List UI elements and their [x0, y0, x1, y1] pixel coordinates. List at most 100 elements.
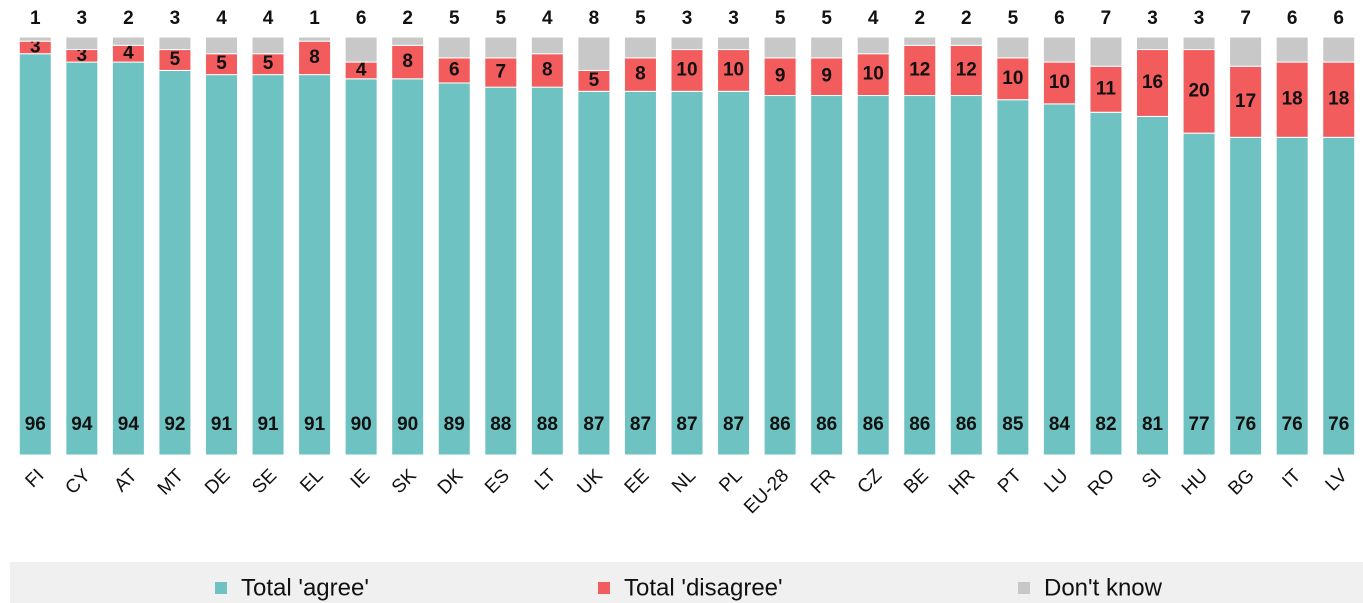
data-label: 7: [1101, 8, 1112, 29]
bar-segment: [856, 95, 890, 456]
bar-segment: [1042, 103, 1076, 456]
bar-segment: [717, 90, 751, 456]
x-tick-label: LT: [531, 465, 561, 495]
data-label: 91: [304, 414, 326, 435]
bar-segment: [949, 36, 983, 46]
bar-segment: [298, 40, 332, 76]
bar-segment: [996, 36, 1030, 59]
bar-segment: [996, 57, 1030, 101]
bar-segment: [1322, 36, 1356, 63]
bar-segment: [1275, 61, 1309, 138]
x-tick-label: EE: [621, 465, 654, 498]
x-tick-label: PL: [715, 465, 746, 496]
data-label: 94: [118, 414, 140, 435]
bar-segment: [1136, 49, 1170, 117]
x-tick-label: FI: [22, 465, 49, 492]
data-label: 76: [1235, 414, 1256, 435]
bar-segment: [1322, 61, 1356, 138]
data-label: 86: [770, 414, 791, 435]
bar-segment: [391, 44, 425, 80]
bar-segment: [391, 78, 425, 456]
x-tick-label: LV: [1322, 465, 1353, 496]
bar-segment: [18, 53, 52, 456]
data-label: 5: [589, 70, 600, 91]
bar-segment: [530, 36, 564, 55]
x-tick-label: NL: [668, 465, 700, 497]
data-label: 89: [444, 414, 465, 435]
data-label: 8: [402, 51, 413, 72]
x-tick-label: BE: [900, 465, 933, 498]
data-label: 76: [1282, 414, 1303, 435]
data-label: 12: [909, 59, 930, 80]
bar-segment: [717, 36, 751, 51]
data-label: 76: [1328, 414, 1349, 435]
data-label: 3: [728, 8, 739, 29]
bar-segment: [298, 36, 332, 42]
data-label: 6: [1287, 8, 1298, 29]
data-label: 10: [723, 59, 744, 80]
bar-segment: [810, 95, 844, 456]
bar-segment: [1322, 136, 1356, 456]
data-label: 82: [1095, 414, 1116, 435]
data-label: 1: [30, 8, 41, 29]
x-tick-label: CY: [61, 465, 95, 499]
data-label: 10: [676, 59, 697, 80]
bar-segment: [1229, 136, 1263, 456]
x-tick-label: SK: [388, 465, 421, 498]
data-label: 8: [589, 8, 600, 29]
data-label: 87: [630, 414, 651, 435]
data-label: 81: [1142, 414, 1164, 435]
bar-segment: [1275, 36, 1309, 63]
data-label: 5: [170, 49, 181, 70]
x-tick-label: EU-28: [740, 465, 793, 518]
data-label: 10: [1049, 72, 1070, 93]
data-label: 86: [816, 414, 837, 435]
bar-segment: [484, 36, 518, 59]
data-label: 86: [863, 414, 884, 435]
data-label: 8: [635, 64, 646, 85]
bar-segment: [670, 90, 704, 456]
data-label: 77: [1188, 414, 1209, 435]
data-label: 10: [1002, 68, 1023, 89]
data-label: 1: [309, 8, 320, 29]
bar-segment: [1182, 132, 1216, 456]
data-label: 6: [1333, 8, 1344, 29]
bar-segment: [437, 36, 471, 59]
data-label: 6: [449, 59, 460, 80]
bar-segment: [623, 90, 657, 456]
bar-segment: [1136, 115, 1170, 456]
x-tick-label: BG: [1224, 465, 1258, 499]
data-label: 85: [1002, 414, 1024, 435]
data-label: 11: [1096, 78, 1117, 99]
legend-label: Total 'agree': [241, 574, 369, 601]
x-tick-label: EL: [296, 465, 327, 496]
data-label: 96: [25, 414, 46, 435]
data-label: 4: [216, 8, 227, 29]
bar-segment: [623, 36, 657, 59]
data-label: 4: [542, 8, 553, 29]
data-label: 4: [868, 8, 879, 29]
bar-segment: [763, 36, 797, 59]
bar-segment: [623, 57, 657, 92]
x-tick-label: ES: [481, 465, 514, 498]
bar-segment: [18, 36, 52, 42]
data-label: 92: [164, 414, 185, 435]
data-label: 84: [1049, 414, 1071, 435]
x-tick-label: IT: [1278, 465, 1305, 492]
legend-background: [10, 562, 1363, 603]
x-tick-label: DK: [434, 465, 468, 499]
data-label: 6: [356, 8, 367, 29]
bar-segment: [763, 95, 797, 456]
bar-segment: [670, 36, 704, 51]
x-tick-label: PT: [994, 465, 1026, 497]
x-tick-label: HR: [945, 465, 979, 499]
bar-segment: [437, 57, 471, 84]
data-label: 91: [211, 414, 233, 435]
bar-segment: [484, 57, 518, 88]
bar-segment: [204, 36, 238, 55]
bar-segment: [810, 36, 844, 59]
bar-segment: [344, 78, 378, 456]
data-label: 17: [1235, 91, 1256, 112]
bar-segment: [251, 74, 285, 456]
